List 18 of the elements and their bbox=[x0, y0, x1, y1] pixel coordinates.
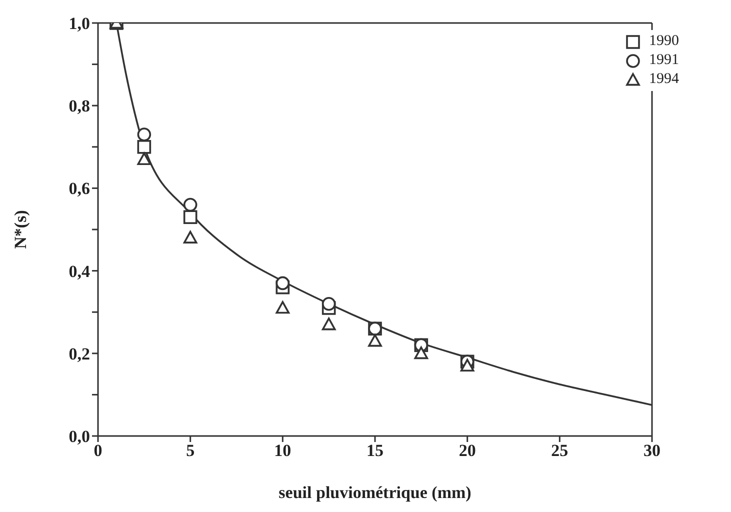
x-tick-label: 5 bbox=[186, 441, 195, 460]
y-tick-label: 0,4 bbox=[68, 262, 90, 281]
y-tick-label: 1,0 bbox=[68, 14, 90, 34]
y-tick-label: 0,2 bbox=[68, 344, 90, 364]
legend-label: 1991 bbox=[649, 52, 679, 69]
legend-label: 1994 bbox=[649, 71, 679, 88]
x-tick-label: 15 bbox=[366, 441, 384, 460]
y-tick-label: 0,8 bbox=[68, 96, 90, 116]
legend-label: 1990 bbox=[649, 33, 679, 50]
x-axis-title: seuil pluviométrique (mm) bbox=[278, 483, 472, 502]
y-tick-label: 0,0 bbox=[68, 427, 90, 446]
y-tick-label: 0,6 bbox=[68, 179, 90, 198]
x-tick-label: 30 bbox=[644, 441, 660, 460]
x-tick-label: 20 bbox=[458, 441, 476, 460]
y-axis-title: N*(s) bbox=[11, 210, 30, 249]
x-tick-label: 25 bbox=[551, 441, 568, 460]
x-tick-label: 0 bbox=[94, 441, 102, 460]
x-tick-label: 10 bbox=[274, 441, 292, 460]
